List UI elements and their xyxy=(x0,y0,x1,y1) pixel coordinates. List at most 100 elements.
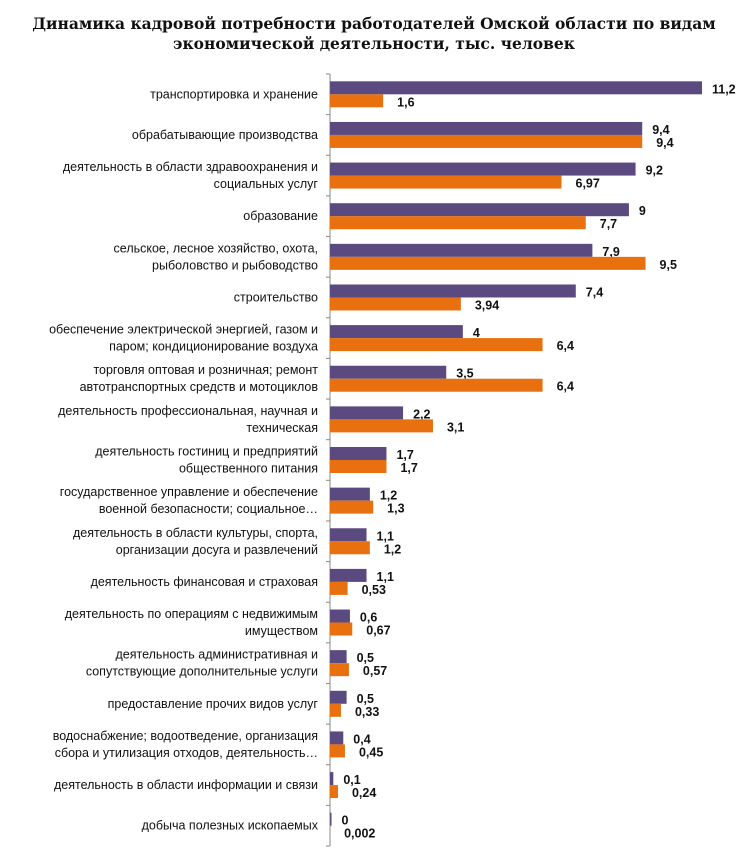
data-label: 0,67 xyxy=(366,624,390,638)
data-label: 2,2 xyxy=(413,407,430,421)
category-label: деятельность административная и xyxy=(116,648,319,662)
bar xyxy=(330,609,350,623)
data-label: 9,4 xyxy=(652,123,669,137)
bar xyxy=(330,338,543,352)
bar xyxy=(330,622,353,636)
bar xyxy=(330,650,347,664)
bar xyxy=(330,121,643,135)
category-label: военной безопасности; социальное… xyxy=(99,502,318,516)
data-label: 0 xyxy=(342,814,349,828)
category-label: обрабатывающие производства xyxy=(132,128,318,142)
bar xyxy=(330,731,344,745)
category-label: деятельность финансовая и страховая xyxy=(91,575,318,589)
category-label: государственное управление и обеспечение xyxy=(60,485,318,499)
data-label: 0,002 xyxy=(344,827,375,841)
chart-title-line: Динамика кадровой потребности работодате… xyxy=(32,14,716,33)
chart-title: Динамика кадровой потребности работодате… xyxy=(0,14,748,54)
bar xyxy=(330,378,543,392)
data-label: 11,2 xyxy=(712,82,736,96)
category-label: обеспечение электрической энергией, газо… xyxy=(49,323,318,337)
data-label: 3,1 xyxy=(447,420,464,434)
category-label: торговля оптовая и розничная; ремонт xyxy=(93,363,318,377)
category-label: образование xyxy=(243,209,318,223)
category-label: сопутствующие дополнительные услуги xyxy=(86,665,318,679)
data-label: 1,6 xyxy=(397,95,414,109)
data-label: 3,94 xyxy=(475,298,499,312)
category-label: деятельность в области информации и связ… xyxy=(54,778,318,792)
bar xyxy=(330,460,387,473)
chart-title-line: экономической деятельности, тыс. человек xyxy=(173,34,575,53)
data-label: 0,24 xyxy=(352,786,376,800)
category-label: имуществом xyxy=(245,624,318,638)
bar xyxy=(330,175,562,189)
bar xyxy=(330,81,702,95)
bar xyxy=(330,162,636,176)
data-label: 1,7 xyxy=(396,448,413,462)
category-label: строительство xyxy=(234,290,318,304)
bar xyxy=(330,772,334,786)
bar xyxy=(330,528,367,542)
data-label: 9,4 xyxy=(656,136,673,150)
bar xyxy=(330,581,348,595)
bar xyxy=(330,568,367,582)
category-label: техническая xyxy=(246,421,318,435)
data-label: 1,2 xyxy=(380,489,397,503)
bar xyxy=(330,487,370,501)
data-label: 0,1 xyxy=(343,773,360,787)
bar xyxy=(330,663,349,677)
data-label: 6,4 xyxy=(557,380,574,394)
category-label: деятельность гостиниц и предприятий xyxy=(95,445,318,459)
bar xyxy=(330,785,338,799)
bar xyxy=(330,447,387,460)
data-label: 4 xyxy=(473,326,480,340)
data-label: 0,4 xyxy=(353,732,370,746)
bar xyxy=(330,500,374,514)
bar xyxy=(330,541,370,555)
data-label: 0,45 xyxy=(359,745,383,759)
data-label: 7,9 xyxy=(602,245,619,259)
data-label: 0,5 xyxy=(357,692,374,706)
category-label: деятельность профессиональная, научная и xyxy=(58,404,318,418)
category-label: предоставление прочих видов услуг xyxy=(108,697,319,711)
bar xyxy=(330,203,629,217)
category-label: сбора и утилизация отходов, деятельность… xyxy=(55,746,318,760)
bar xyxy=(330,406,404,420)
category-label: транспортировка и хранение xyxy=(150,87,318,101)
data-label: 1,7 xyxy=(400,461,417,475)
bar xyxy=(330,365,447,379)
data-label: 9 xyxy=(639,204,646,218)
data-label: 0,57 xyxy=(363,664,387,678)
data-label: 1,1 xyxy=(377,570,394,584)
category-label: паром; кондиционирование воздуха xyxy=(109,340,318,354)
category-label: социальных услуг xyxy=(214,177,319,191)
bar xyxy=(330,297,461,311)
data-label: 0,53 xyxy=(362,583,386,597)
category-label: рыболовство и рыбоводство xyxy=(152,258,318,272)
category-label: деятельность в области культуры, спорта, xyxy=(73,526,318,540)
bar xyxy=(330,94,384,108)
bar xyxy=(330,243,593,257)
data-label: 1,3 xyxy=(387,502,404,516)
category-label: деятельность в области здравоохранения и xyxy=(63,160,318,174)
data-label: 6,4 xyxy=(557,339,574,353)
category-label: водоснабжение; водоотведение, организаци… xyxy=(53,729,318,743)
data-label: 9,2 xyxy=(646,164,663,178)
bar xyxy=(330,256,646,270)
bar xyxy=(330,134,643,148)
category-label: сельское, лесное хозяйство, охота, xyxy=(114,241,318,255)
data-label: 1,1 xyxy=(377,529,394,543)
category-label: добыча полезных ископаемых xyxy=(142,819,319,833)
data-label: 7,7 xyxy=(600,217,617,231)
bar xyxy=(330,812,332,826)
category-label: деятельность по операциям с недвижимым xyxy=(65,607,318,621)
data-label: 0,5 xyxy=(357,651,374,665)
data-label: 9,5 xyxy=(660,258,677,272)
bar xyxy=(330,690,347,704)
data-label: 7,4 xyxy=(586,285,603,299)
bar xyxy=(330,216,586,230)
bar xyxy=(330,744,345,758)
category-label: автотранспортных средств и мотоциклов xyxy=(80,380,319,394)
bar xyxy=(330,419,433,433)
data-label: 3,5 xyxy=(456,367,473,381)
